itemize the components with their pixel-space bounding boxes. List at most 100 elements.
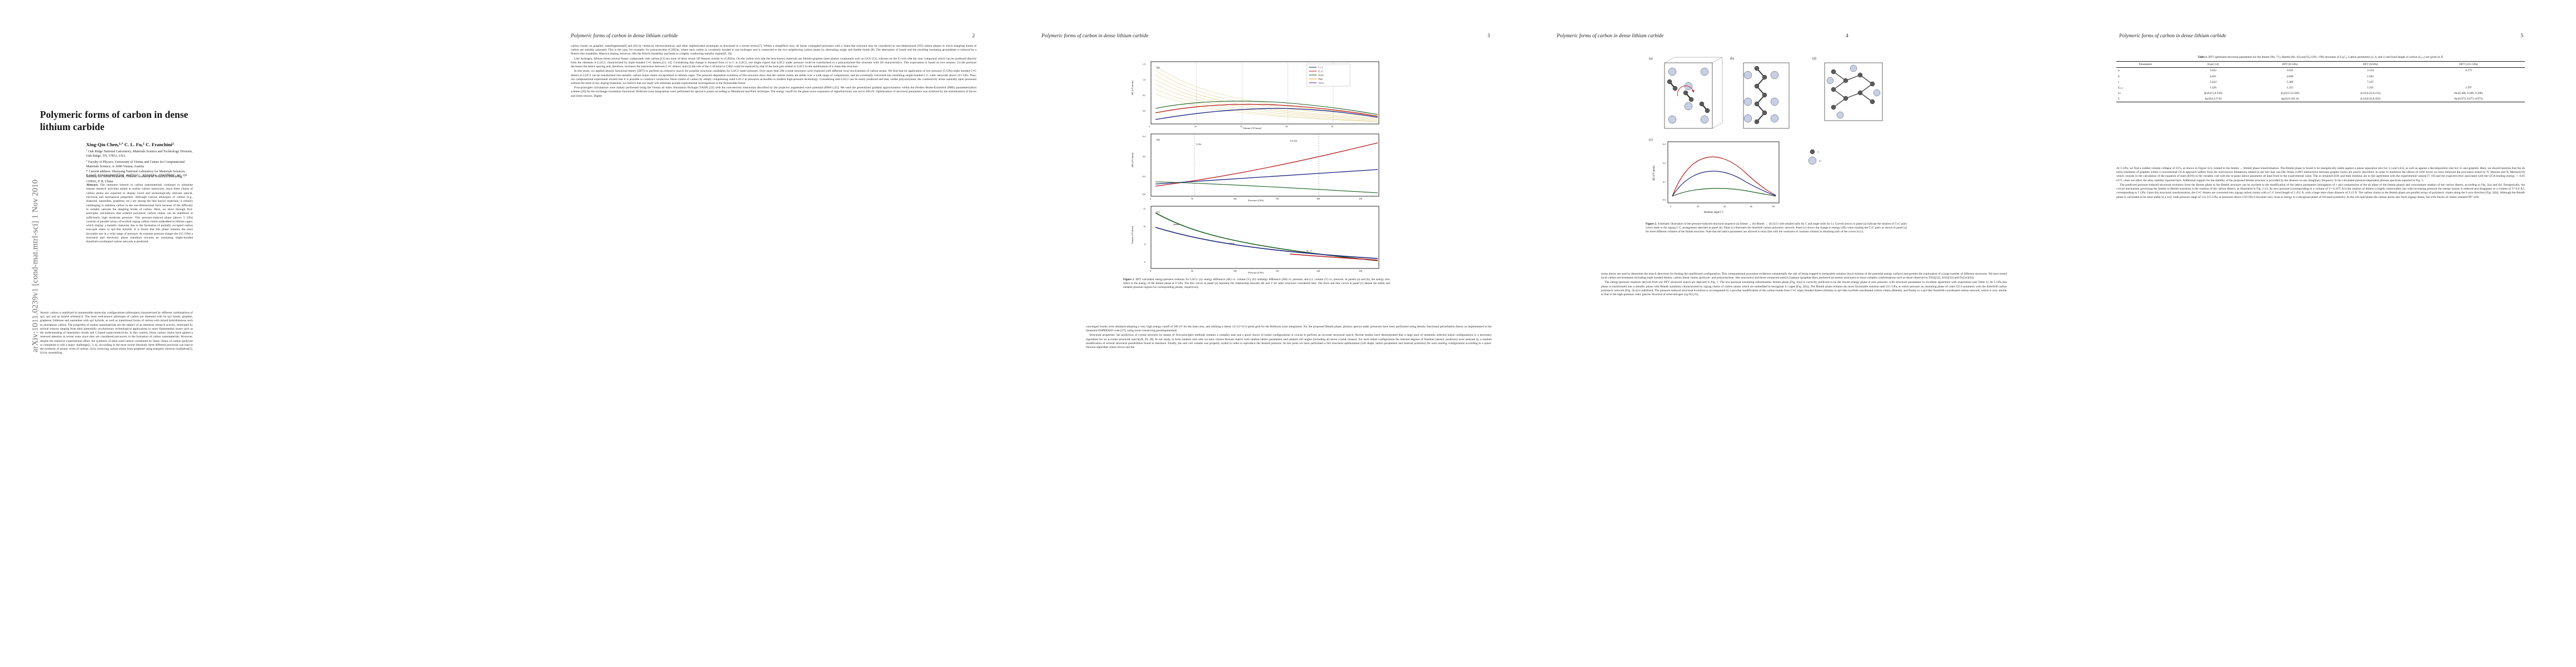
svg-text:200: 200 <box>1317 270 1320 272</box>
page4-body-column: stress tensor are used to determine the … <box>1601 272 2007 297</box>
svg-text:Pbam: Pbam <box>1318 78 1323 81</box>
svg-text:ΔE (eV/atom): ΔE (eV/atom) <box>1131 81 1134 95</box>
table-row: LC-C 1.226 1.221 1.431 1.597 <box>2116 85 2525 91</box>
table-1-cell: 1.597 <box>2465 86 2472 89</box>
table-1: Table 1. DFT optimized structural parame… <box>2116 56 2525 102</box>
figure-1-panel-a: (a) ΔE (eV/atom) Volume (Å³/atom) 5 10 15 … <box>1131 61 1379 130</box>
page2-paragraph-1: carbon cluster on graphitic nanofragment… <box>571 44 976 56</box>
svg-text:150: 150 <box>1275 197 1279 200</box>
svg-text:250: 250 <box>1359 270 1362 272</box>
svg-text:5 GPa: 5 GPa <box>1196 143 1202 146</box>
table-1-grid: Parameters Expt [14] DFT (0 GPa) DFT (5G… <box>2116 61 2525 102</box>
table-1-cell <box>2412 73 2525 79</box>
svg-text:I2_13: I2_13 <box>1318 71 1323 73</box>
svg-text:Li: Li <box>1819 160 1822 162</box>
svg-text:Rotation angle (°): Rotation angle (°) <box>1704 211 1723 214</box>
svg-text:100: 100 <box>1233 197 1237 200</box>
abstract-label: Abstract. <box>86 183 99 187</box>
page-number-2: 2 <box>972 33 975 39</box>
table-1-param: C <box>2118 97 2120 101</box>
table-row: b 4.831 4.849 2.503 <box>2116 73 2525 79</box>
svg-text:ΔE (eV/atom): ΔE (eV/atom) <box>1653 166 1656 181</box>
page3-paragraph-1: converged results were obtained adopting… <box>1086 325 1492 333</box>
affiliation-2: 2 Faculty of Physics, University of Vien… <box>86 159 185 169</box>
svg-text:ΔH (eV/atom): ΔH (eV/atom) <box>1131 152 1134 167</box>
table-row: c 5.434 5.389 7.237 <box>2116 79 2525 85</box>
svg-text:(d): (d) <box>1812 57 1816 61</box>
table-1-cell: 2.503 <box>2366 74 2374 78</box>
svg-text:0.3: 0.3 <box>1663 143 1666 146</box>
table-1-col-2: DFT (0 GPa) <box>2282 63 2298 67</box>
affiliation-1: 1 Oak Ridge National Laboratory, Materia… <box>86 149 193 158</box>
figure-1: (a) ΔE (eV/atom) Volume (Å³/atom) 5 10 15 … <box>1123 58 1390 275</box>
table-1-cell: 4.831 <box>2210 74 2216 78</box>
svg-text:6: 6 <box>1144 261 1145 263</box>
table-1-cell: 4c:(0,0.25,0.452) <box>2360 97 2381 101</box>
figure-2: (a) <box>1646 53 1907 220</box>
running-head-page-3: Polymeric forms of carbon in dense lithi… <box>1042 33 1149 39</box>
page5-paragraph-1: At 5 GPa, we find a sudden volume collap… <box>2116 167 2525 182</box>
svg-text:80: 80 <box>1772 205 1775 208</box>
table-1-label: Table 1. <box>2198 56 2208 59</box>
running-head-page-5: Polymeric forms of carbon in dense lithi… <box>2119 33 2226 39</box>
table-1-cell: 7.237 <box>2366 80 2374 84</box>
table-1-cell <box>2412 79 2525 85</box>
table-1-cell: 3.652 <box>2210 69 2216 73</box>
svg-text:0.2: 0.2 <box>1663 162 1666 165</box>
svg-text:200: 200 <box>1317 197 1320 200</box>
svg-text:0: 0 <box>1150 197 1151 200</box>
page1-body-column: Atomic carbon is stabilized in innumerab… <box>40 311 193 356</box>
svg-text:Immm: Immm <box>1173 223 1179 226</box>
table-1-col-3: DFT (5GPa) <box>2363 63 2378 67</box>
abstract-block: Abstract. The immense interest in carbon… <box>86 183 193 245</box>
table-1-cell: 8a:(0.073, 0.073, 0.073) <box>2454 97 2483 101</box>
page1-paragraph-1: Atomic carbon is stabilized in innumerab… <box>40 311 193 355</box>
email-value[interactable]: corresponding author: xingqiu.chen@imr.a… <box>97 173 187 177</box>
svg-text:0.5: 0.5 <box>1143 94 1145 97</box>
table-1-cell: 4g:(0,0.127,0) <box>2204 97 2222 101</box>
email-line: E-mail: corresponding author: xingqiu.ch… <box>86 173 193 177</box>
page-gutter-4 <box>2060 0 2061 667</box>
table-1-col-0: Parameters <box>2139 63 2153 67</box>
svg-text:Pressure (GPa): Pressure (GPa) <box>1248 199 1264 202</box>
table-row: C 4g:(0,0.127,0) 4g:(0,0.126, 0) 4c:(0,0… <box>2116 96 2525 102</box>
table-1-cell: 5.434 <box>2210 80 2216 84</box>
table-1-col-4: DFT (215 GPa) <box>2459 63 2478 67</box>
page5-body-column: At 5 GPa, we find a sudden volume collap… <box>2116 167 2525 200</box>
svg-text:10: 10 <box>1143 225 1145 228</box>
page4-paragraph-1: stress tensor are used to determine the … <box>1601 272 2007 280</box>
table-1-cell: 4j:(0,0.5,0.239) <box>2280 92 2299 96</box>
figure-2-label: Figure 2. <box>1646 222 1657 226</box>
page4-paragraph-2: The energy/pressure relations derived fr… <box>1601 281 2007 297</box>
author-list: Xing-Qiu Chen,1,* C. L. Fu,1 C. Franchin… <box>86 142 174 147</box>
table-1-cell: 4.849 <box>2286 74 2294 78</box>
page3-paragraph-2: Structural properties: the prediction of… <box>1086 334 1492 350</box>
svg-text:-0.4: -0.4 <box>1142 175 1145 178</box>
svg-text:1.5: 1.5 <box>1143 63 1145 66</box>
svg-text:150: 150 <box>1275 270 1279 272</box>
table-1-param: b <box>2118 74 2120 78</box>
page-1: arXiv:1011.0239v1 [cond-mat.mtrl-sci] 1 … <box>0 0 515 667</box>
table-1-cell: 3.635 <box>2286 69 2294 73</box>
page2-paragraph-3: In this study, we applied density functi… <box>571 69 976 85</box>
figure-1-panel-b: (b) 5 GPa 215 GPa ΔH (eV/atom) Pressure … <box>1131 133 1379 202</box>
svg-text:Volume (Å³/atom): Volume (Å³/atom) <box>1131 226 1134 244</box>
svg-text:(b): (b) <box>1730 57 1734 61</box>
table-1-cell: 4j:(0,0.5,0.236) <box>2204 92 2223 96</box>
svg-text:100: 100 <box>1233 270 1237 272</box>
figure-2-graphic: (a) <box>1649 57 1883 214</box>
table-1-header-row: Parameters Expt [14] DFT (0 GPa) DFT (5G… <box>2116 61 2525 68</box>
svg-text:0.0: 0.0 <box>1143 109 1145 112</box>
svg-text:250: 250 <box>1359 197 1362 200</box>
running-head-page-4: Polymeric forms of carbon in dense lithi… <box>1557 33 1664 39</box>
svg-text:I2_13: I2_13 <box>1307 250 1312 252</box>
page2-paragraph-2: Like hydrogen, lithium forms several bin… <box>571 57 976 69</box>
svg-text:C1_3: C1_3 <box>1318 67 1323 69</box>
table-1-cell: 3.134 <box>2366 69 2374 73</box>
table-1-param: LC-C <box>2118 86 2124 89</box>
svg-text:Pressure (GPa): Pressure (GPa) <box>1248 271 1264 274</box>
table-1-body: a 3.652 3.635 3.134 4.172 b 4.831 4.849 … <box>2116 68 2525 102</box>
table-1-cell: 5.389 <box>2286 80 2294 84</box>
figure-2-caption: Figure 2. Schematic illustration of the … <box>1646 222 1907 234</box>
svg-text:(a): (a) <box>1649 57 1653 61</box>
